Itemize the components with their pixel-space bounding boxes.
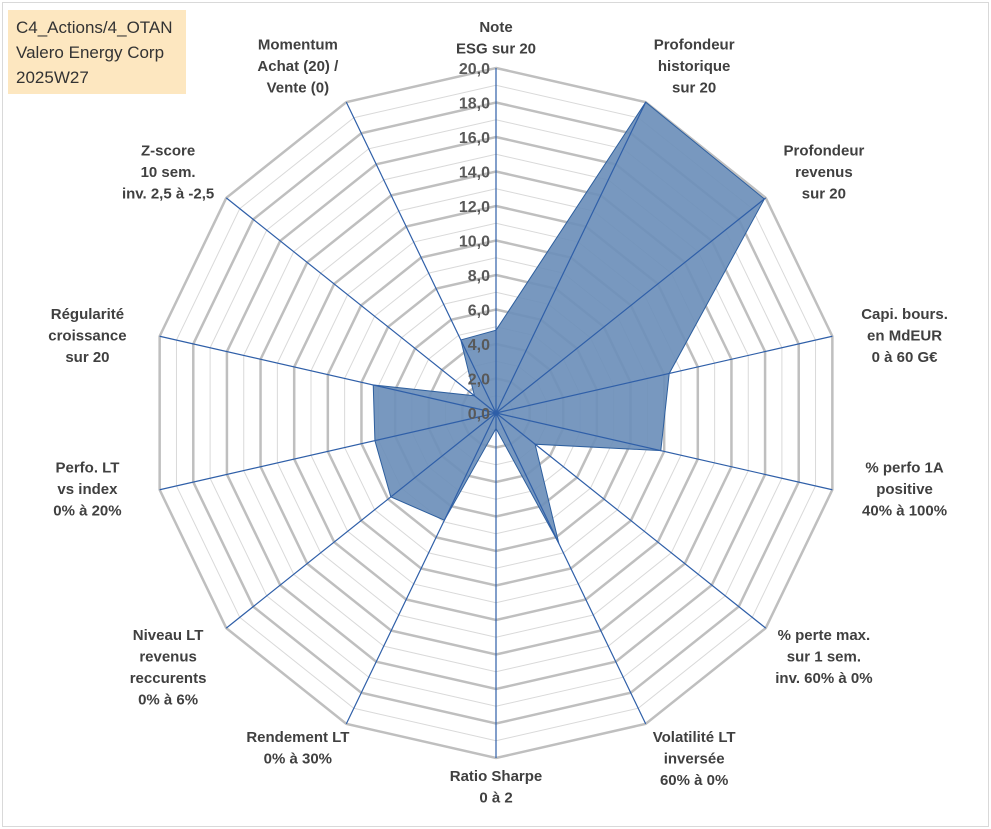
- axis-label: Ratio Sharpe 0 à 2: [450, 768, 543, 807]
- axis-label-line: Perfo. LT: [55, 460, 119, 477]
- tick-label: 18,0: [459, 96, 490, 113]
- tick-label: 14,0: [459, 165, 490, 182]
- axis-spoke: [345, 412, 497, 725]
- axis-label-line: 0% à 20%: [53, 503, 121, 520]
- axis-label: Capi. bours. en MdEUR 0 à 60 G€: [861, 306, 948, 366]
- axis-label-line: revenus: [795, 164, 853, 181]
- info-box-line-1: C4_Actions/4_OTAN: [16, 18, 173, 37]
- axis-spoke: [159, 335, 497, 414]
- axis-label: % perte max. sur 1 sem. inv. 60% à 0%: [775, 627, 872, 687]
- axis-label: Régularité croissance sur 20: [48, 306, 126, 366]
- axis-label: Volatilité LT inversée 60% à 0%: [653, 729, 736, 789]
- axis-label-line: % perfo 1A: [865, 460, 944, 477]
- axis-label: Z-score 10 sem. inv. 2,5 à -2,5: [122, 142, 214, 202]
- axis-label-line: sur 1 sem.: [787, 649, 861, 666]
- axis-label-line: 60% à 0%: [660, 772, 728, 789]
- axis-label-line: % perte max.: [778, 627, 871, 644]
- axis-label-line: 0% à 30%: [264, 750, 332, 767]
- tick-label: 20,0: [459, 61, 490, 78]
- axis-label-line: 0 à 2: [479, 790, 512, 807]
- axis-label: Profondeur historique sur 20: [654, 37, 735, 97]
- tick-label: 12,0: [459, 199, 490, 216]
- axis-spoke: [225, 197, 497, 414]
- axis-label-line: 40% à 100%: [862, 503, 947, 520]
- tick-label: 10,0: [459, 234, 490, 251]
- axis-spoke: [495, 412, 833, 491]
- axis-label-line: historique: [658, 58, 731, 75]
- axis-label-line: inv. 2,5 à -2,5: [122, 185, 214, 202]
- axis-spoke: [345, 101, 497, 414]
- axis-spoke: [495, 412, 767, 629]
- tick-label: 4,0: [468, 337, 490, 354]
- axis-spoke: [495, 101, 647, 414]
- axis-label-line: inversée: [664, 750, 725, 767]
- axis-label-line: Rendement LT: [246, 729, 349, 746]
- axis-label-line: Profondeur: [654, 37, 735, 54]
- axis-label-line: Volatilité LT: [653, 729, 736, 746]
- tick-label: 16,0: [459, 130, 490, 147]
- axis-label: % perfo 1A positive 40% à 100%: [862, 460, 947, 520]
- axis-label-line: 0 à 60 G€: [872, 349, 939, 366]
- info-box-line-2: Valero Energy Corp: [16, 43, 165, 62]
- axis-label-line: Ratio Sharpe: [450, 768, 543, 785]
- axis-label-line: Profondeur: [783, 142, 864, 159]
- axis-spoke: [225, 412, 497, 629]
- tick-label: 2,0: [468, 372, 490, 389]
- axis-label-line: Vente (0): [267, 80, 330, 97]
- axis-label-line: revenus: [139, 649, 197, 666]
- axis-spoke: [495, 412, 647, 725]
- tick-label: 8,0: [468, 268, 490, 285]
- axis-label-line: en MdEUR: [867, 327, 942, 344]
- axis-spoke: [495, 197, 767, 414]
- axis-label: Perfo. LT vs index 0% à 20%: [53, 460, 121, 520]
- axis-label: Note ESG sur 20: [456, 19, 536, 58]
- axis-label-line: 10 sem.: [141, 164, 196, 181]
- info-box: C4_Actions/4_OTAN Valero Energy Corp 202…: [8, 10, 186, 94]
- axis-label-line: sur 20: [802, 185, 846, 202]
- axis-label-line: Momentum: [258, 37, 338, 54]
- axis-label-line: Capi. bours.: [861, 306, 948, 323]
- axis-label-line: vs index: [57, 481, 118, 498]
- axis-label-line: sur 20: [672, 80, 716, 97]
- info-box-line-3: 2025W27: [16, 68, 89, 87]
- axis-label-line: Z-score: [141, 142, 195, 159]
- tick-label: 0,0: [468, 406, 490, 423]
- axis-label: Niveau LT revenus reccurents 0% à 6%: [130, 627, 207, 709]
- axis-label-line: Régularité: [51, 306, 124, 323]
- axis-label: Profondeur revenus sur 20: [783, 142, 864, 202]
- axis-label-line: Note: [479, 19, 512, 36]
- axis-label-line: positive: [876, 481, 933, 498]
- axis-label-line: inv. 60% à 0%: [775, 670, 872, 687]
- tick-label: 6,0: [468, 303, 490, 320]
- axis-label-line: Achat (20) /: [257, 58, 339, 75]
- axis-label-line: ESG sur 20: [456, 41, 536, 58]
- axis-label-line: croissance: [48, 327, 126, 344]
- axis-label: Rendement LT 0% à 30%: [246, 729, 349, 768]
- axis-label-line: reccurents: [130, 670, 207, 687]
- axis-label: Momentum Achat (20) / Vente (0): [257, 37, 339, 97]
- axis-spoke: [495, 335, 833, 414]
- axis-label-line: sur 20: [65, 349, 109, 366]
- axis-label-line: Niveau LT: [133, 627, 204, 644]
- axis-spoke: [159, 412, 497, 491]
- axis-label-line: 0% à 6%: [138, 692, 198, 709]
